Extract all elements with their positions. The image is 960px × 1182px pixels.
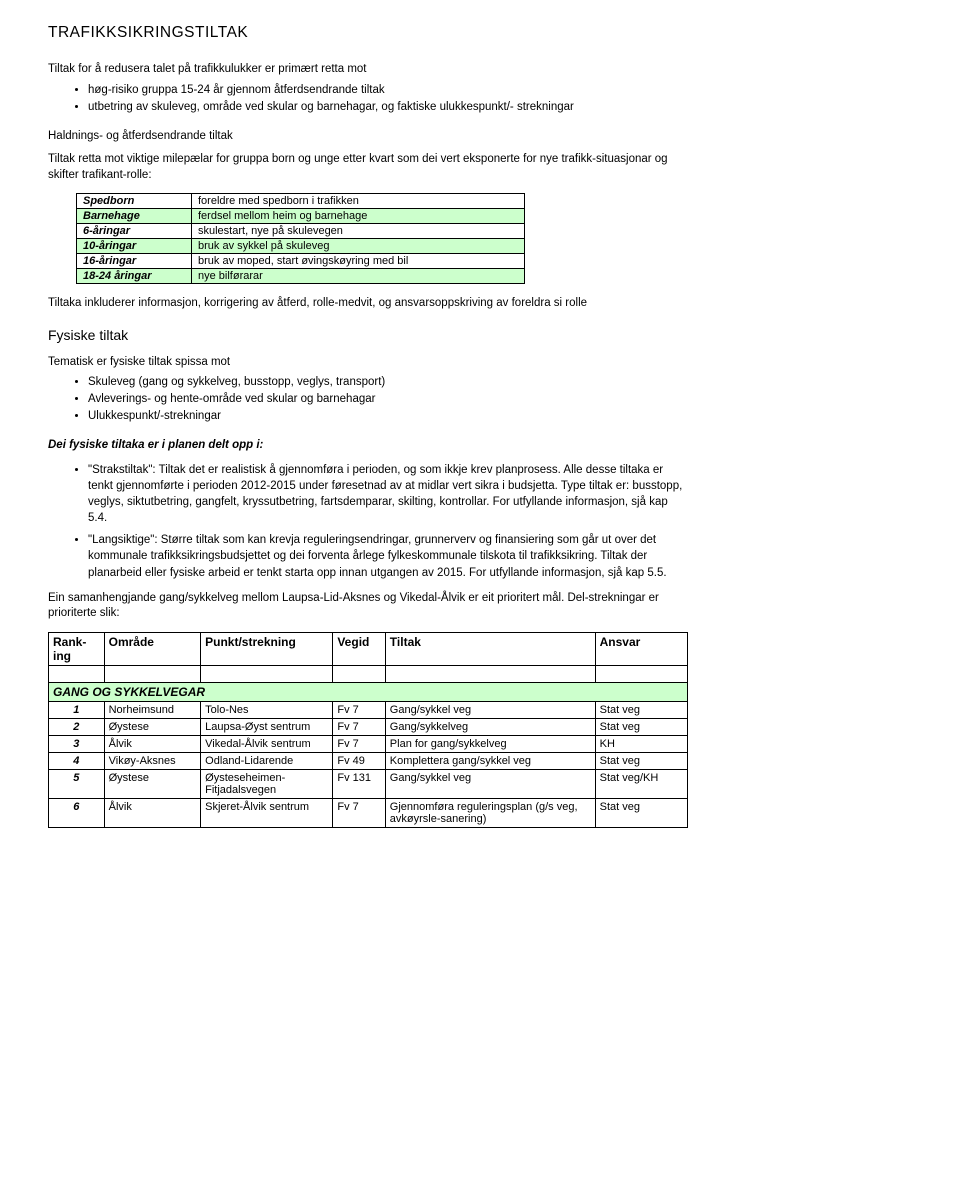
cell: 2 <box>49 718 105 735</box>
cell: skulestart, nye på skulevegen <box>192 224 525 239</box>
cell: Vikøy-Aksnes <box>104 752 201 769</box>
cell: Stat veg/KH <box>595 769 687 798</box>
list-item: høg-risiko gruppa 15-24 år gjennom åtfer… <box>88 82 688 98</box>
cell: Fv 49 <box>333 752 385 769</box>
cell: bruk av sykkel på skuleveg <box>192 239 525 254</box>
text: Tiltak det er realistisk å gjennomføra i… <box>156 464 664 476</box>
cell: Vikedal-Ålvik sentrum <box>201 735 333 752</box>
cell: 4 <box>49 752 105 769</box>
col-punkt: Punkt/strekning <box>201 632 333 665</box>
table-row: 6 Ålvik Skjeret-Ålvik sentrum Fv 7 Gjenn… <box>49 798 688 827</box>
tematisk-intro: Tematisk er fysiske tiltak spissa mot <box>48 355 688 371</box>
cell: Fv 7 <box>333 718 385 735</box>
document-page: TRAFIKKSIKRINGSTILTAK Tiltak for å redus… <box>0 0 720 868</box>
cell: Gang/sykkel veg <box>385 701 595 718</box>
cell: Fv 131 <box>333 769 385 798</box>
ranking-table: Rank-ing Område Punkt/strekning Vegid Ti… <box>48 632 688 828</box>
cell: 1 <box>49 701 105 718</box>
cell: Stat veg <box>595 701 687 718</box>
cell: Øysteseheimen-Fitjadalsvegen <box>201 769 333 798</box>
haldnings-text: Tiltak retta mot viktige milepælar for g… <box>48 152 688 183</box>
lead: "Langsiktige": <box>88 534 158 546</box>
detail-list: "Strakstiltak": Tiltak det er realistisk… <box>48 462 688 581</box>
cell: Ålvik <box>104 735 201 752</box>
col-tiltak: Tiltak <box>385 632 595 665</box>
milepael-table: Spedbornforeldre med spedborn i trafikke… <box>76 193 525 284</box>
title-text: TRAFIKKSIKRINGSTILTAK <box>48 24 248 41</box>
cell: bruk av moped, start øvingskøyring med b… <box>192 254 525 269</box>
cell: Gang/sykkel veg <box>385 769 595 798</box>
intro-text: Tiltak for å redusera talet på trafikkul… <box>48 62 688 78</box>
list-item: Ulukkespunkt/-strekningar <box>88 408 688 424</box>
cell: Stat veg <box>595 718 687 735</box>
text: enkt gjennomførte i perioden 2012-2015 u… <box>91 480 639 492</box>
cell: 6-åringar <box>77 224 192 239</box>
table-header-row: Rank-ing Område Punkt/strekning Vegid Ti… <box>49 632 688 665</box>
prioritert-text: Ein samanhengjande gang/sykkelveg mellom… <box>48 591 688 622</box>
blank-row <box>49 665 688 682</box>
cell: Ålvik <box>104 798 201 827</box>
cell: Gjennomføra reguleringsplan (g/s veg, av… <box>385 798 595 827</box>
cell: Skjeret-Ålvik sentrum <box>201 798 333 827</box>
page-title: TRAFIKKSIKRINGSTILTAK <box>48 24 688 42</box>
cell: Spedborn <box>77 194 192 209</box>
col-vegid: Vegid <box>333 632 385 665</box>
table-row: 10-åringarbruk av sykkel på skuleveg <box>77 239 525 254</box>
col-ansvar: Ansvar <box>595 632 687 665</box>
cell: 6 <box>49 798 105 827</box>
table-row: 3 Ålvik Vikedal-Ålvik sentrum Fv 7 Plan … <box>49 735 688 752</box>
col-rank: Rank-ing <box>49 632 105 665</box>
cell: 16-åringar <box>77 254 192 269</box>
cell: Fv 7 <box>333 798 385 827</box>
tematisk-bullets: Skuleveg (gang og sykkelveg, busstopp, v… <box>48 374 688 424</box>
lead: "Strakstiltak": <box>88 464 156 476</box>
cell: Plan for gang/sykkelveg <box>385 735 595 752</box>
cell: Øystese <box>104 718 201 735</box>
cell: Fv 7 <box>333 735 385 752</box>
section-row: GANG OG SYKKELVEGAR <box>49 682 688 701</box>
cell: Tolo-Nes <box>201 701 333 718</box>
tiltaka-text: Tiltaka inkluderer informasjon, korriger… <box>48 296 688 312</box>
table-row: Spedbornforeldre med spedborn i trafikke… <box>77 194 525 209</box>
strakstiltak-item: "Strakstiltak": Tiltak det er realistisk… <box>88 462 688 526</box>
cell: Stat veg <box>595 752 687 769</box>
cell: Fv 7 <box>333 701 385 718</box>
table-row: 18-24 åringarnye bilførarar <box>77 269 525 284</box>
cell: Barnehage <box>77 209 192 224</box>
cell: Gang/sykkelveg <box>385 718 595 735</box>
table-row: 5 Øystese Øysteseheimen-Fitjadalsvegen F… <box>49 769 688 798</box>
langsiktige-item: "Langsiktige": Større tiltak som kan kre… <box>88 532 688 580</box>
delt-opp: Dei fysiske tiltaka er i planen delt opp… <box>48 438 688 454</box>
tail: For utfyllande informasjon, sjå kap 5.5. <box>469 567 667 579</box>
list-item: Avleverings- og hente-område ved skular … <box>88 391 688 407</box>
table-row: Barnehageferdsel mellom heim og barnehag… <box>77 209 525 224</box>
cell: KH <box>595 735 687 752</box>
list-item: Skuleveg (gang og sykkelveg, busstopp, v… <box>88 374 688 390</box>
col-omrade: Område <box>104 632 201 665</box>
cell: foreldre med spedborn i trafikken <box>192 194 525 209</box>
cell: nye bilførarar <box>192 269 525 284</box>
cell: 10-åringar <box>77 239 192 254</box>
table-row: 4 Vikøy-Aksnes Odland-Lidarende Fv 49 Ko… <box>49 752 688 769</box>
table-row: 6-åringarskulestart, nye på skulevegen <box>77 224 525 239</box>
cell: Komplettera gang/sykkel veg <box>385 752 595 769</box>
cell: Odland-Lidarende <box>201 752 333 769</box>
section-label: GANG OG SYKKELVEGAR <box>49 682 688 701</box>
cell: Øystese <box>104 769 201 798</box>
cell: 3 <box>49 735 105 752</box>
cell: Stat veg <box>595 798 687 827</box>
table-row: 2 Øystese Laupsa-Øyst sentrum Fv 7 Gang/… <box>49 718 688 735</box>
list-item: utbetring av skuleveg, område ved skular… <box>88 99 688 115</box>
table-row: 1 Norheimsund Tolo-Nes Fv 7 Gang/sykkel … <box>49 701 688 718</box>
fysiske-title: Fysiske tiltak <box>48 326 688 345</box>
table-row: 16-åringarbruk av moped, start øvingskøy… <box>77 254 525 269</box>
haldnings-title: Haldnings- og åtferdsendrande tiltak <box>48 129 688 145</box>
intro-bullets: høg-risiko gruppa 15-24 år gjennom åtfer… <box>48 82 688 115</box>
cell: 5 <box>49 769 105 798</box>
cell: ferdsel mellom heim og barnehage <box>192 209 525 224</box>
cell: 18-24 åringar <box>77 269 192 284</box>
cell: Norheimsund <box>104 701 201 718</box>
cell: Laupsa-Øyst sentrum <box>201 718 333 735</box>
